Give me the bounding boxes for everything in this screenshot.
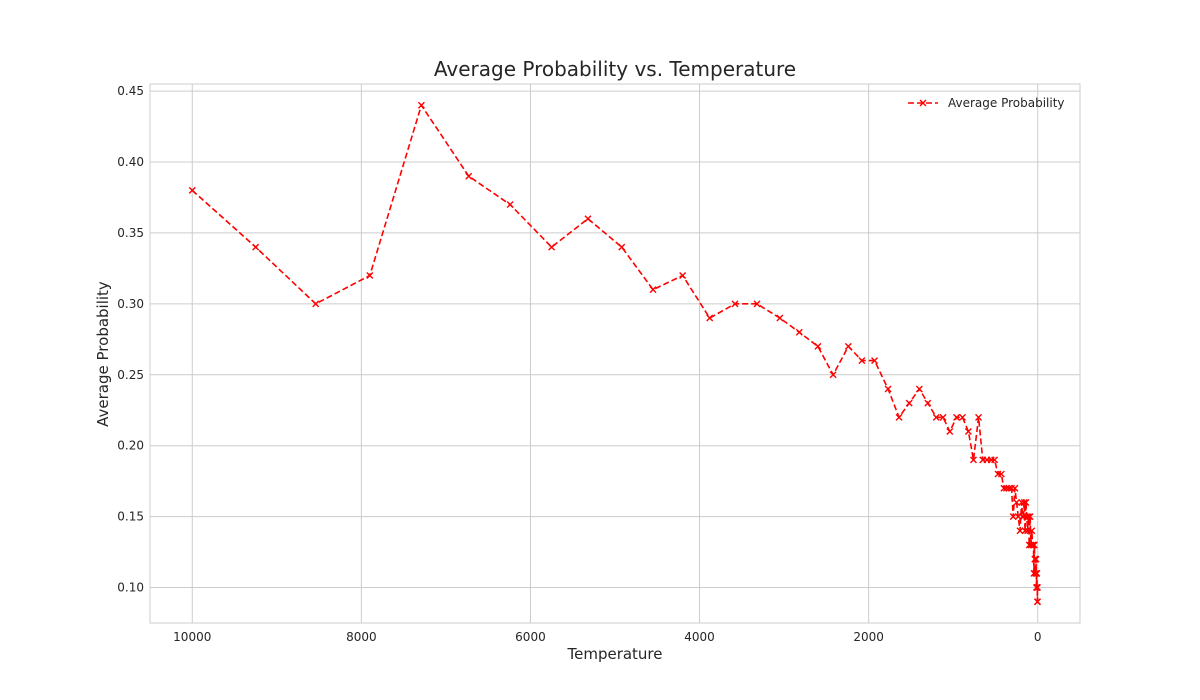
- grid: [150, 84, 1080, 623]
- data-point-marker: [506, 201, 514, 209]
- data-point-marker: [1024, 513, 1032, 521]
- y-tick-label: 0.35: [117, 226, 144, 240]
- legend-marker-icon: [919, 99, 927, 107]
- data-point-marker: [1022, 498, 1030, 506]
- data-point-marker: [252, 243, 260, 251]
- data-point-marker: [1033, 584, 1041, 592]
- x-tick-label: 4000: [684, 630, 715, 644]
- data-point-marker: [964, 428, 972, 436]
- data-point-marker: [991, 456, 999, 464]
- x-tick-label: 6000: [515, 630, 546, 644]
- data-point-marker: [997, 470, 1005, 478]
- data-point-marker: [858, 357, 866, 365]
- data-point-marker: [1013, 498, 1021, 506]
- data-point-marker: [814, 342, 822, 350]
- data-point-marker: [776, 314, 784, 322]
- x-axis-label: Temperature: [566, 645, 662, 663]
- data-point-marker: [584, 215, 592, 223]
- data-point-marker: [1030, 569, 1038, 577]
- chart-title: Average Probability vs. Temperature: [434, 57, 796, 81]
- data-point-marker: [975, 413, 983, 421]
- data-point-marker: [905, 399, 913, 407]
- data-point-marker: [939, 413, 947, 421]
- axis-ticks: 10000 8000 6000 4000 2000 0 0.10 0.15 0.20 0.25 0.…: [117, 84, 1041, 644]
- data-point-marker: [1032, 555, 1040, 563]
- legend-label: Average Probability: [948, 96, 1065, 110]
- legend: Average Probability: [908, 96, 1065, 110]
- y-tick-label: 0.45: [117, 84, 144, 98]
- data-point-marker: [924, 399, 932, 407]
- data-point-marker: [649, 286, 657, 294]
- data-point-marker: [1032, 569, 1040, 577]
- data-point-marker: [706, 314, 714, 322]
- data-point-marker: [679, 271, 687, 279]
- x-tick-label: 8000: [346, 630, 377, 644]
- data-point-marker: [915, 385, 923, 393]
- data-point-marker: [829, 371, 837, 379]
- data-point-marker: [958, 413, 966, 421]
- data-point-marker: [1011, 484, 1019, 492]
- y-tick-label: 0.25: [117, 368, 144, 382]
- data-point-marker: [969, 456, 977, 464]
- data-point-marker: [618, 243, 626, 251]
- y-tick-label: 0.10: [117, 581, 144, 595]
- data-point-marker: [1009, 513, 1017, 521]
- data-point-marker: [731, 300, 739, 308]
- data-point-marker: [1026, 513, 1034, 521]
- data-point-marker: [1030, 541, 1038, 549]
- data-point-marker: [312, 300, 320, 308]
- data-point-marker: [795, 328, 803, 336]
- data-point-marker: [1033, 569, 1041, 577]
- data-point-marker: [1021, 527, 1029, 535]
- data-point-marker: [188, 186, 196, 194]
- x-tick-label: 10000: [173, 630, 211, 644]
- data-point-marker: [1028, 527, 1036, 535]
- data-point-marker: [465, 172, 473, 180]
- y-tick-label: 0.30: [117, 297, 144, 311]
- data-point-marker: [417, 101, 425, 109]
- data-point-marker: [1034, 598, 1042, 606]
- data-point-marker: [1020, 498, 1028, 506]
- y-tick-label: 0.15: [117, 510, 144, 524]
- series-line: [191, 104, 1039, 603]
- data-point-marker: [884, 385, 892, 393]
- data-point-marker: [366, 271, 374, 279]
- plot-frame: [149, 83, 1081, 624]
- data-point-marker: [953, 413, 961, 421]
- data-point-marker: [548, 243, 556, 251]
- y-tick-label: 0.40: [117, 155, 144, 169]
- data-point-marker: [895, 413, 903, 421]
- data-point-marker: [844, 342, 852, 350]
- data-point-marker: [1005, 484, 1013, 492]
- data-point-marker: [946, 428, 954, 436]
- data-point-marker: [1016, 527, 1024, 535]
- data-point-marker: [1000, 484, 1008, 492]
- data-point-marker: [932, 413, 940, 421]
- data-point-marker: [753, 300, 761, 308]
- series-layer: [188, 101, 1042, 606]
- y-axis-label: Average Probability: [94, 281, 112, 427]
- data-point-marker: [1002, 484, 1010, 492]
- y-tick-label: 0.20: [117, 439, 144, 453]
- x-tick-label: 0: [1034, 630, 1042, 644]
- data-point-marker: [871, 357, 879, 365]
- x-tick-label: 2000: [853, 630, 884, 644]
